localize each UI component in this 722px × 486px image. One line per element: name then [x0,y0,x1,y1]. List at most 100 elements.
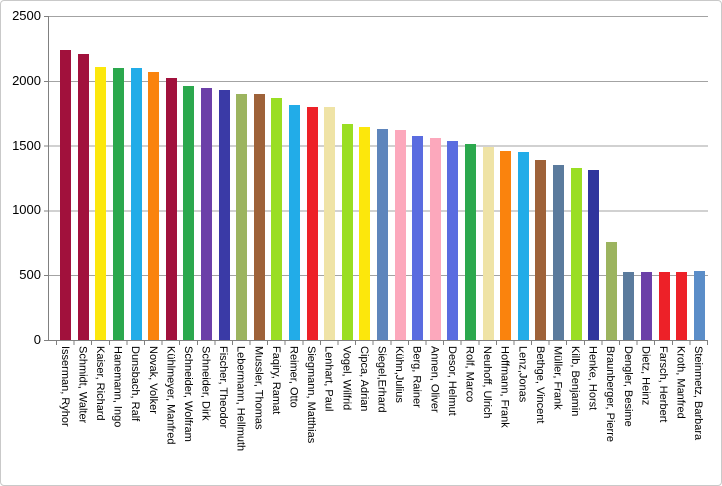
category-label-slot: Desor, Helmut [443,346,461,484]
category-label-slot: Dietz, Heinz [637,346,655,484]
category-label: Faqiry, Ramat [269,346,282,415]
category-label-slot: Schmidt, Walter [74,346,92,484]
category-label: Kaiser, Richard [93,346,106,421]
category-label: Dengler, Besime [621,346,634,427]
bar-slot [374,16,392,340]
bar-series [57,16,708,340]
bar-slot [339,16,357,340]
bar [429,138,441,340]
bar-slot [585,16,603,340]
category-label: Dietz, Heinz [639,346,652,406]
bar-slot [145,16,163,340]
bar-slot [92,16,110,340]
category-label-slot: Lebermann, Hellmuth [232,346,250,484]
category-label-slot: Lenhart, Paul [320,346,338,484]
bar [676,271,688,340]
category-label: Braunberger, Pierre [604,346,617,442]
bar [306,107,318,340]
category-label-slot: Schneider, Wolfram [179,346,197,484]
bar-slot [620,16,638,340]
category-label: Siegmann, Matthias [305,346,318,444]
category-label: Schmidt, Walter [76,346,89,424]
y-axis-tick-label: 0 [33,332,41,347]
category-label-slot: Faqiry, Ramat [267,346,285,484]
category-label-slot: Bethge, Vincent [531,346,549,484]
category-label: Lebermann, Hellmuth [234,346,247,452]
bar [447,141,459,340]
category-label-slot: Berg, Rainer [408,346,426,484]
bar-slot [409,16,427,340]
bar [693,271,705,340]
bar-slot [550,16,568,340]
category-label-slot: Dunsbach, Ralf [126,346,144,484]
bar-slot [655,16,673,340]
bar [359,126,371,340]
bar [588,170,600,340]
category-label: Schneider, Dirk [199,346,212,421]
category-label-slot: Isserman, Ryhor [56,346,74,484]
category-label: Bethge, Vincent [533,346,546,424]
bar-slot [673,16,691,340]
category-label-slot: Steinmetz, Barbara [689,346,707,484]
bar-slot [462,16,480,340]
category-label-slot: Mussler, Thomas [250,346,268,484]
y-axis-tick-label: 1500 [12,137,41,153]
category-label-slot: Kroth, Manfred [672,346,690,484]
bar-slot [215,16,233,340]
category-label: Annen, Oliver [428,346,441,413]
category-label-slot: Cipca, Adrian [355,346,373,484]
category-label-slot: Siegmann, Matthias [302,346,320,484]
category-label-slot: Kühlmeyer, Manfred [162,346,180,484]
bar-slot [426,16,444,340]
bar-slot [532,16,550,340]
category-label-slot: Braunberger, Pierre [601,346,619,484]
bar [623,271,635,340]
category-label: Kühlmeyer, Manfred [164,346,177,445]
bar [482,146,494,340]
category-label: Berg, Rainer [410,346,423,408]
bar [253,94,265,340]
bar [183,85,195,340]
bar-slot [638,16,656,340]
category-label: Siegel,Erhard [375,346,388,413]
category-label: Henke, Horst [586,346,599,411]
category-label: Lenz,Jonas [516,346,529,403]
bar-slot [514,16,532,340]
bar [218,89,230,340]
y-axis-tick-marks [44,16,48,341]
bar-slot [356,16,374,340]
bar-slot [57,16,75,340]
bar-slot [286,16,304,340]
bar [464,143,476,340]
bar [412,135,424,340]
bar-slot [127,16,145,340]
bar [640,271,652,340]
bar [552,165,564,340]
bar-slot [479,16,497,340]
bar [500,150,512,340]
bar [236,94,248,340]
bar [165,77,177,340]
category-label-slot: Hoffmann, Frank [496,346,514,484]
category-label: Vogel, Wilfrid [340,346,353,411]
y-axis-tick-label: 500 [19,267,41,283]
category-label: Isserman, Ryhor [58,346,71,427]
bar-slot [251,16,269,340]
category-label-slot: Kühn,Julius [390,346,408,484]
bar [605,241,617,340]
category-label-slot: Farsch, Herbert [654,346,672,484]
bar-slot [180,16,198,340]
category-label-slot: Annen, Oliver [425,346,443,484]
bar-slot [602,16,620,340]
category-label: Neuhoff, Ulrich [481,346,494,419]
bar-slot [163,16,181,340]
category-label: Hanemann, Ingo [111,346,124,428]
bar [517,152,529,340]
bar-slot [497,16,515,340]
bar-slot [567,16,585,340]
category-label: Fischer, Theodor [217,346,230,429]
bar-slot [444,16,462,340]
category-label-slot: Hanemann, Ingo [109,346,127,484]
bar [341,123,353,340]
bar-slot [391,16,409,340]
